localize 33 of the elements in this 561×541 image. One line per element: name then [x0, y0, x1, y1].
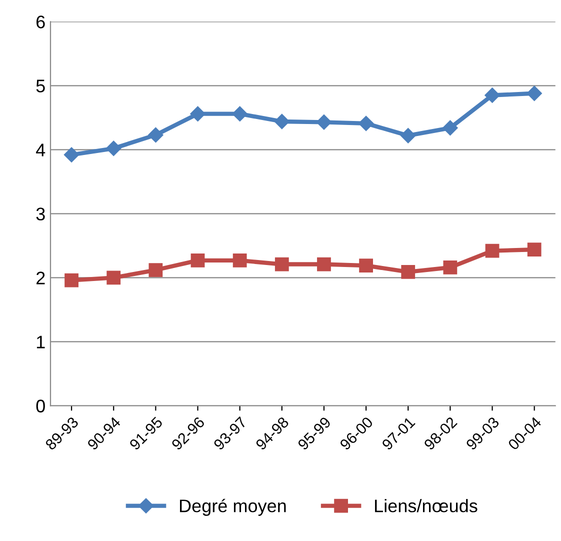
y-tick-label: 5	[36, 80, 45, 92]
point	[64, 273, 78, 288]
legend-label: Degré moyen	[180, 498, 286, 516]
point	[485, 244, 500, 258]
point	[148, 127, 164, 143]
y-tick-label: 1	[36, 336, 45, 348]
point	[316, 114, 332, 130]
point	[64, 147, 80, 162]
point	[359, 258, 373, 272]
point	[401, 265, 416, 279]
point	[317, 257, 331, 272]
point	[232, 253, 247, 268]
point	[106, 270, 121, 285]
point	[190, 253, 205, 268]
y-tick-label: 3	[36, 208, 45, 220]
y-tick-label: 2	[36, 272, 45, 284]
point	[527, 242, 542, 256]
point	[484, 88, 500, 103]
point	[358, 116, 374, 131]
point	[442, 120, 458, 136]
point	[274, 257, 289, 272]
point	[526, 86, 542, 101]
point	[106, 140, 122, 156]
point	[190, 106, 206, 122]
point	[274, 114, 290, 130]
legend-label: Liens/nœuds	[375, 499, 478, 512]
y-tick-label: 6	[36, 16, 45, 28]
point	[443, 260, 458, 274]
point	[148, 263, 163, 277]
point	[400, 128, 416, 144]
point	[232, 106, 248, 122]
y-tick-label: 4	[36, 144, 46, 156]
y-tick-label: 0	[36, 400, 45, 412]
